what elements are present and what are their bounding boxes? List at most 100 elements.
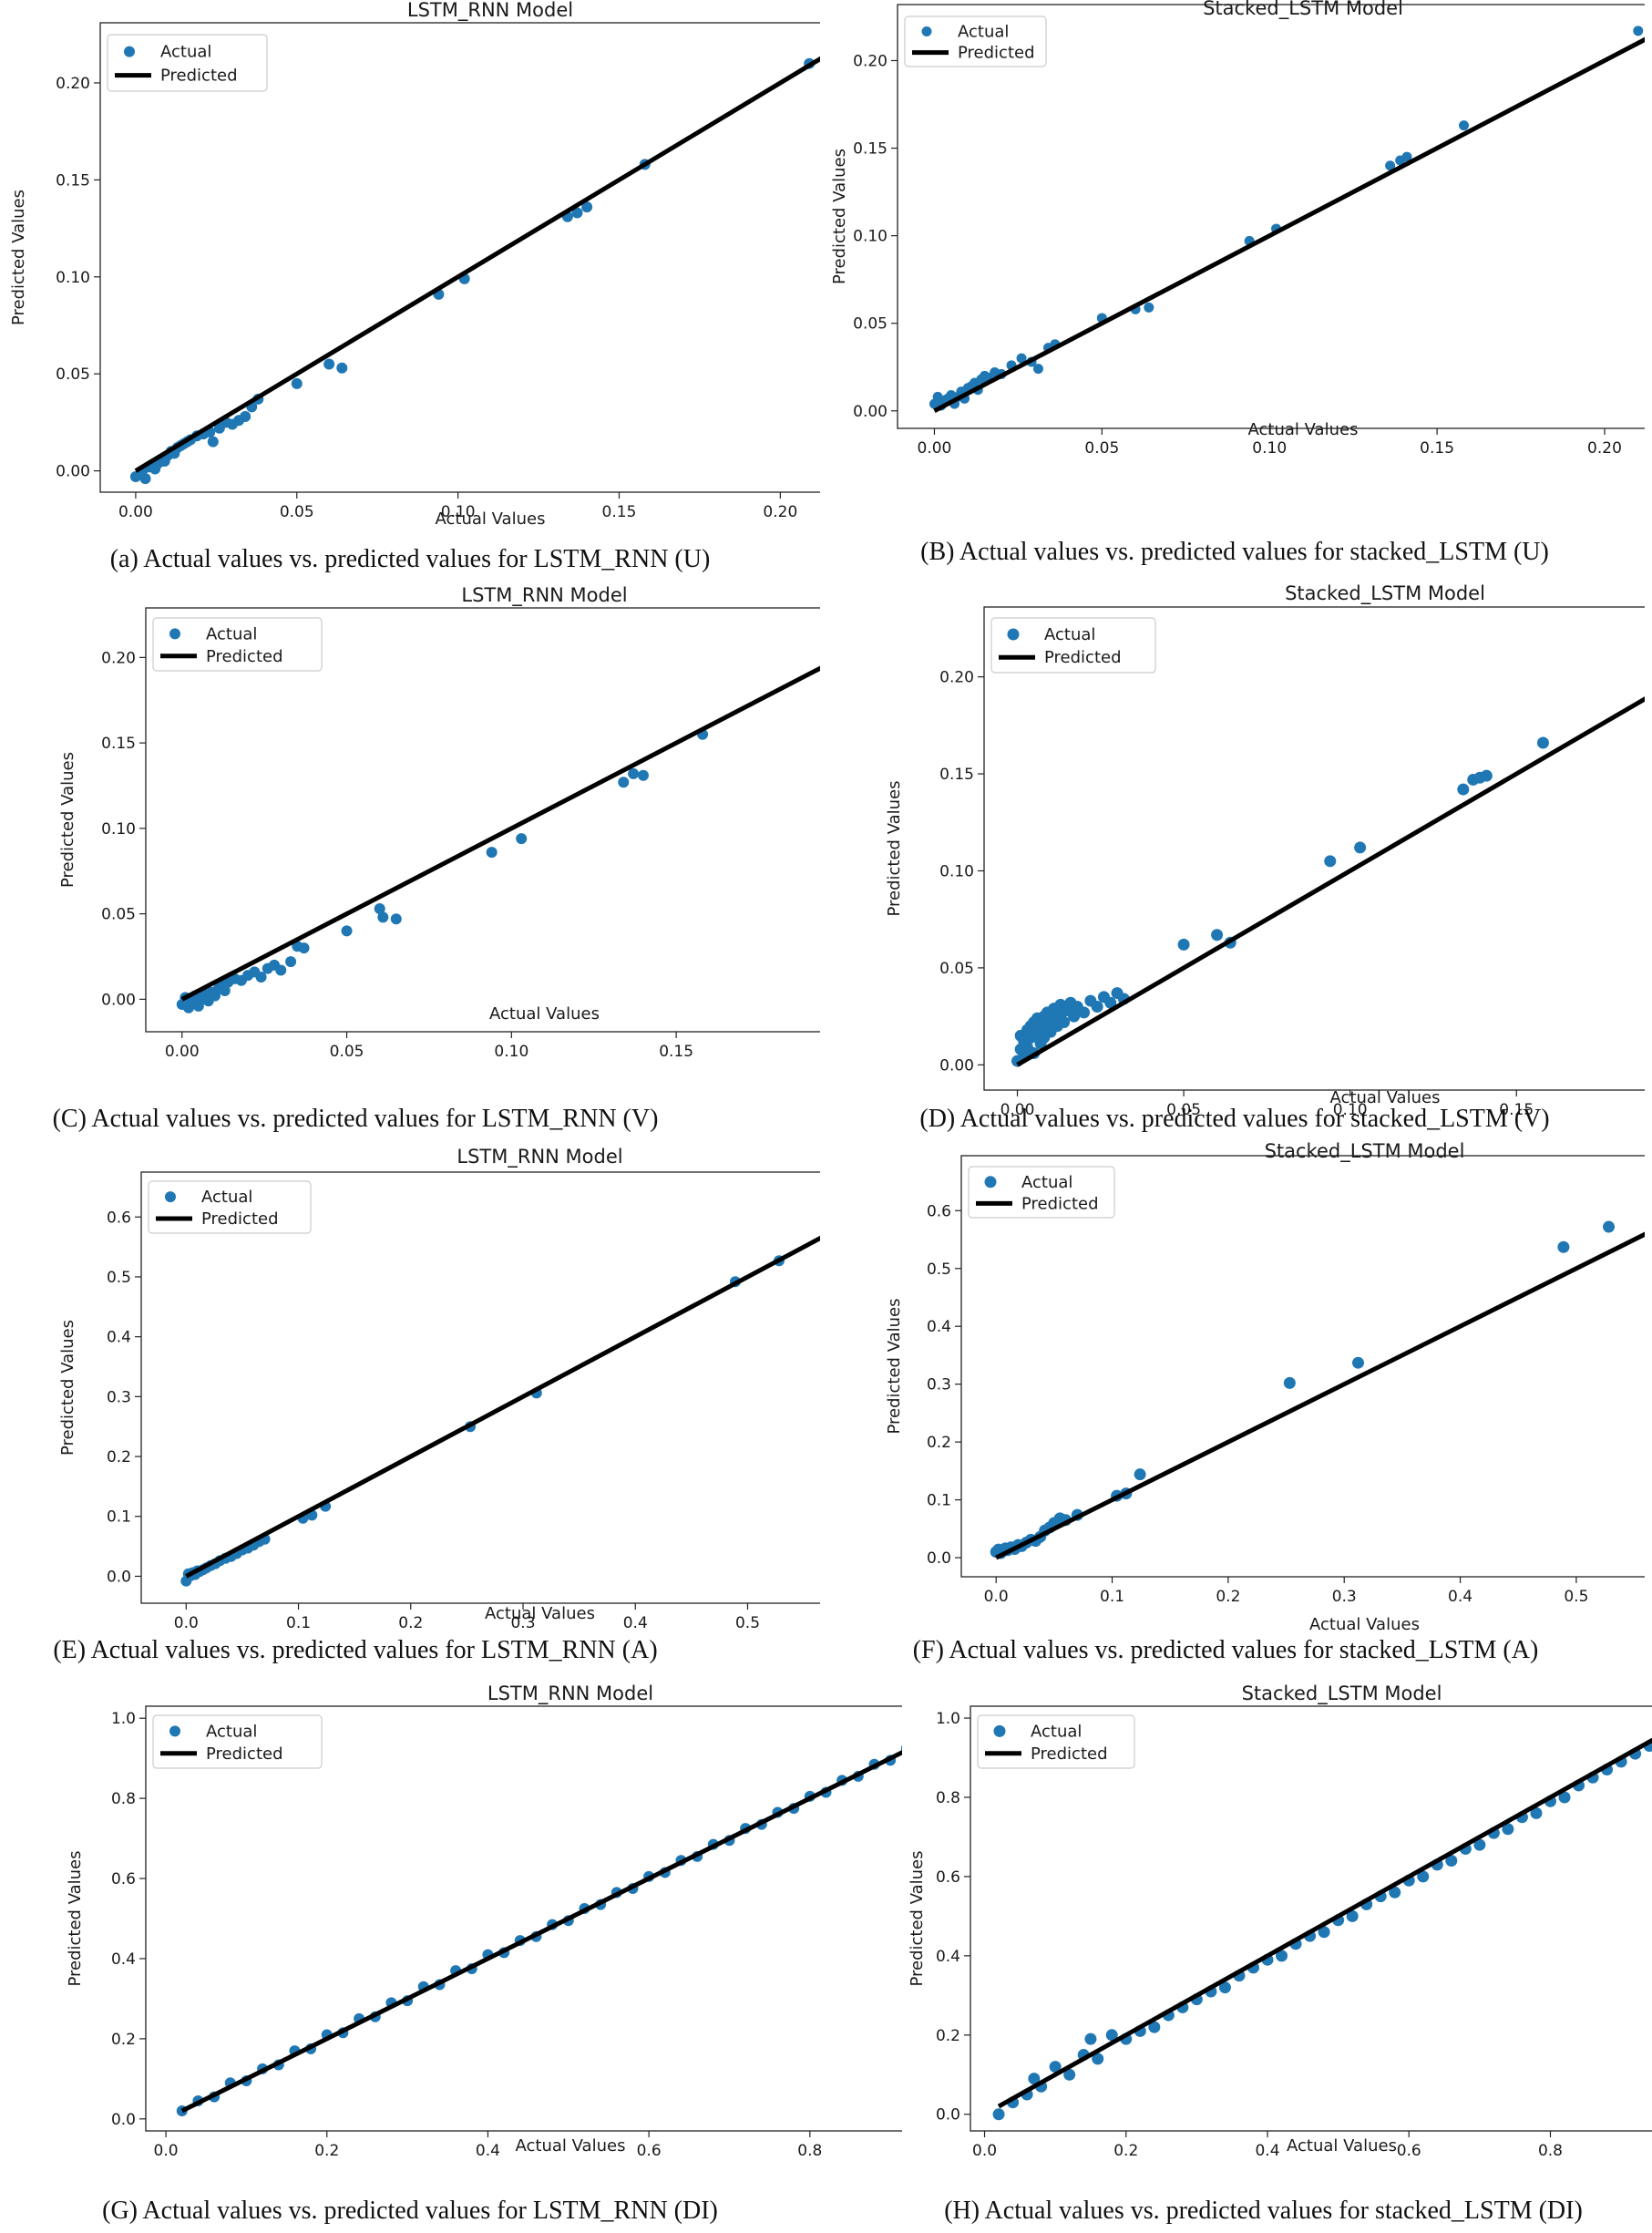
points-group <box>929 26 1644 411</box>
x-tick-label: 0.00 <box>165 1043 200 1061</box>
caption-b: (B) Actual values vs. predicted values f… <box>920 538 1549 566</box>
y-tick-label: 0.15 <box>853 140 888 159</box>
y-tick-label: 0.10 <box>101 820 136 839</box>
legend: Actual Predicted <box>990 617 1156 674</box>
x-axis-label: Actual Values <box>1287 2136 1397 2156</box>
y-axis-label: Predicted Values <box>885 780 904 916</box>
legend-label-actual: Actual <box>1031 1722 1082 1741</box>
points-group <box>992 1739 1652 2121</box>
y-tick-label: 0.4 <box>936 1948 960 1966</box>
y-tick-label: 0.1 <box>927 1492 951 1510</box>
predicted-line <box>185 1194 901 1579</box>
data-point <box>275 964 287 976</box>
x-tick-label: 0.05 <box>1084 439 1119 458</box>
legend-label-predicted: Predicted <box>958 44 1035 63</box>
panel-d: Stacked_LSTM Model 0.00 0.05 0.10 0.15 0.20 0.… <box>825 574 1652 1126</box>
x-tick-label: 0.2 <box>1113 2142 1138 2160</box>
legend-label-actual: Actual <box>201 1188 252 1207</box>
legend: Actual Predicted <box>107 34 268 92</box>
y-tick-label: 0.0 <box>936 2106 960 2125</box>
x-tick-label: 0.00 <box>118 503 153 521</box>
data-point <box>323 358 335 370</box>
x-tick-label: 0.8 <box>1538 2142 1563 2160</box>
data-point <box>1351 1356 1364 1369</box>
predicted-line <box>997 1737 1652 2109</box>
data-point <box>992 2108 1005 2121</box>
data-point <box>1276 1950 1288 1962</box>
points-group <box>1011 736 1549 1067</box>
y-tick-label: 0.05 <box>939 960 974 978</box>
caption-c: (C) Actual values vs. predicted values f… <box>52 1105 659 1133</box>
legend-label-predicted: Predicted <box>1021 1194 1099 1213</box>
legend-label-actual: Actual <box>1044 625 1095 644</box>
y-tick-label: 0.05 <box>101 906 136 924</box>
x-tick-label: 0.6 <box>637 2142 662 2160</box>
chart-e: LSTM_RNN Model 0.0 0.1 0.2 0.3 0.4 0.5 0.6 0.0 0.… <box>58 1146 939 1632</box>
x-tick-label: 0.0 <box>154 2142 179 2160</box>
y-tick-label: 0.2 <box>107 1448 131 1466</box>
y-tick-label: 1.0 <box>111 1710 136 1728</box>
y-tick-label: 0.05 <box>853 315 888 334</box>
panel-c: LSTM_RNN Model 0.00 0.05 0.10 0.15 0.20 0.00 0.… <box>0 574 944 1126</box>
x-axis-label: Actual Values <box>436 509 546 529</box>
y-tick-label: 0.3 <box>927 1376 951 1394</box>
x-tick-label: 0.20 <box>1587 439 1622 458</box>
legend-label-actual: Actual <box>160 43 211 62</box>
predicted-line <box>180 621 908 1002</box>
y-tick-label: 0.4 <box>927 1318 951 1336</box>
predicted-line <box>180 1724 956 2114</box>
x-tick-label: 0.0 <box>984 1588 1009 1606</box>
data-point <box>1603 1220 1616 1233</box>
panel-a: LSTM_RNN Model 0.00 0.05 0.10 0.15 0.20 0.00 0.… <box>0 0 881 551</box>
legend-marker-actual <box>984 1176 997 1189</box>
legend-label-predicted: Predicted <box>206 647 283 666</box>
x-axis-label: Actual Values <box>516 2136 626 2156</box>
x-tick-label: 0.2 <box>398 1614 423 1632</box>
data-point <box>219 985 231 996</box>
legend-label-predicted: Predicted <box>1044 648 1122 667</box>
legend: Actual Predicted <box>968 1166 1115 1219</box>
data-point <box>1502 1823 1514 1836</box>
legend: Actual Predicted <box>148 1180 312 1234</box>
panel-g: LSTM_RNN Model 0.0 0.2 0.4 0.6 0.8 1.0 0.0 0.2 0.… <box>0 1668 996 2201</box>
x-axis-label: Actual Values <box>1330 1088 1441 1107</box>
data-point <box>1633 26 1644 36</box>
x-tick-label: 0.8 <box>797 2142 822 2160</box>
data-point <box>336 362 348 374</box>
x-tick-label: 0.00 <box>918 439 952 458</box>
data-point <box>1091 1000 1103 1013</box>
y-tick-label: 0.2 <box>111 2031 136 2049</box>
y-tick-label: 0.00 <box>939 1056 974 1075</box>
data-point <box>581 201 593 213</box>
y-tick-label: 0.00 <box>101 991 136 1009</box>
y-tick-label: 0.05 <box>56 365 90 384</box>
data-point <box>1144 302 1154 313</box>
y-tick-label: 0.20 <box>101 649 136 667</box>
y-tick-label: 0.6 <box>107 1209 131 1227</box>
data-point <box>1385 160 1396 171</box>
y-tick-label: 0.10 <box>853 228 888 246</box>
y-tick-label: 0.0 <box>107 1568 131 1586</box>
data-point <box>1063 2068 1076 2081</box>
legend-label-actual: Actual <box>958 23 1009 42</box>
x-tick-label: 0.2 <box>1216 1588 1240 1606</box>
data-point <box>1480 769 1493 782</box>
panel-h: Stacked_LSTM Model 0.0 0.2 0.4 0.6 0.8 1.0 0.0 0… <box>902 1668 1652 2201</box>
y-tick-label: 0.6 <box>111 1870 136 1888</box>
points-group <box>176 623 913 1014</box>
chart-c: LSTM_RNN Model 0.00 0.05 0.10 0.15 0.20 0.00 0.… <box>58 584 944 1061</box>
y-tick-label: 0.00 <box>853 403 888 421</box>
data-point <box>1324 855 1337 868</box>
x-tick-label: 0.05 <box>280 503 314 521</box>
data-point <box>1354 841 1367 854</box>
data-point <box>1032 364 1043 375</box>
y-tick-label: 0.4 <box>111 1950 136 1969</box>
x-tick-label: 0.4 <box>1448 1588 1472 1606</box>
panel-e: LSTM_RNN Model 0.0 0.1 0.2 0.3 0.4 0.5 0.6 0.0 0.… <box>0 1137 939 1643</box>
y-tick-label: 0.8 <box>111 1790 136 1808</box>
legend-marker-actual <box>993 1724 1006 1737</box>
x-tick-label: 0.6 <box>1397 2142 1421 2160</box>
data-point <box>1068 1010 1081 1023</box>
chart-a: LSTM_RNN Model 0.00 0.05 0.10 0.15 0.20 0.00 0.… <box>9 0 881 529</box>
data-point <box>1218 1981 1231 1994</box>
